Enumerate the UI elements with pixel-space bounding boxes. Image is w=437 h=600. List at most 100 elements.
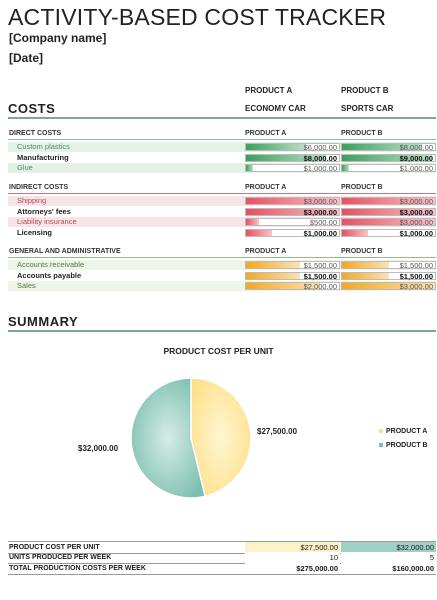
row-label[interactable]: Manufacturing: [17, 152, 69, 162]
company-name[interactable]: [Company name]: [9, 31, 107, 45]
databar: [246, 144, 306, 150]
summary-value-product-b[interactable]: 5: [341, 552, 436, 563]
cost-value: $500.00: [309, 218, 337, 227]
date-field[interactable]: [Date]: [9, 51, 44, 65]
summary-value-product-b[interactable]: $160,000.00: [341, 563, 436, 574]
section-col-product-a: PRODUCT A: [245, 130, 287, 137]
cost-value: $9,000.00: [399, 153, 433, 163]
pie-chart: [130, 377, 252, 499]
summary-row: TOTAL PRODUCTION COSTS PER WEEK $275,000.…: [8, 563, 436, 575]
summary-value-product-a[interactable]: 10: [245, 552, 340, 563]
page-title: ACTIVITY-BASED COST TRACKER: [8, 4, 387, 30]
cost-value: $3,000.00: [399, 218, 433, 227]
cost-cell-product-b[interactable]: $1,000.00: [341, 228, 436, 238]
databar: [342, 154, 433, 161]
cost-cell-product-b[interactable]: $3,000.00: [341, 282, 436, 291]
cost-cell-product-b[interactable]: $1,500.00: [341, 271, 436, 281]
section-col-product-b: PRODUCT B: [341, 248, 383, 255]
row-label[interactable]: Glue: [17, 163, 33, 172]
summary-value-product-a[interactable]: $27,500.00: [245, 542, 340, 553]
cost-cell-product-a[interactable]: $3,000.00: [245, 207, 340, 217]
databar: [246, 165, 254, 171]
cost-value: $1,000.00: [399, 164, 433, 173]
chart-title: PRODUCT COST PER UNIT: [163, 346, 274, 356]
summary-heading: SUMMARY: [8, 314, 79, 329]
cost-value: $3,000.00: [303, 197, 337, 206]
table-row: Accounts payable $1,500.00 $1,500.00: [8, 270, 436, 281]
table-row: Sales $2,000.00 $3,000.00: [8, 281, 436, 291]
cost-value: $1,000.00: [303, 228, 337, 238]
summary-value-product-a[interactable]: $275,000.00: [245, 563, 340, 574]
product-a-name[interactable]: ECONOMY CAR: [245, 104, 306, 113]
summary-row: UNITS PRODUCED PER WEEK 10 5: [8, 552, 436, 564]
databar: [246, 229, 273, 236]
row-label[interactable]: Accounts payable: [17, 270, 82, 280]
section-divider: [8, 257, 436, 258]
section-title: INDIRECT COSTS: [9, 184, 69, 191]
legend-item-product-b: PRODUCT B: [379, 442, 428, 449]
cost-value: $6,000.00: [303, 143, 337, 152]
section-title: GENERAL AND ADMINISTRATIVE: [9, 248, 121, 255]
product-b-name[interactable]: SPORTS CAR: [341, 104, 394, 113]
row-label[interactable]: Licensing: [17, 227, 53, 237]
cost-value: $1,500.00: [399, 261, 433, 270]
row-label[interactable]: Liability insurance: [17, 217, 77, 226]
cost-value: $8,000.00: [303, 153, 337, 163]
cost-cell-product-a[interactable]: $1,000.00: [245, 228, 340, 238]
row-label[interactable]: Accounts receivable: [17, 260, 85, 269]
cost-cell-product-b[interactable]: $9,000.00: [341, 153, 436, 163]
table-row: Shipping $3,000.00 $3,000.00: [8, 196, 436, 206]
summary-label: PRODUCT COST PER UNIT: [9, 544, 100, 551]
cost-cell-product-b[interactable]: $3,000.00: [341, 207, 436, 217]
cost-cell-product-a[interactable]: $1,500.00: [245, 261, 340, 270]
table-row: Custom plastics $6,000.00 $8,000.00: [8, 142, 436, 152]
costs-heading: COSTS: [8, 101, 56, 116]
summary-value-product-b[interactable]: $32,000.00: [341, 542, 436, 553]
cost-value: $3,000.00: [399, 207, 433, 217]
databar: [246, 262, 300, 268]
cost-value: $1,500.00: [399, 271, 433, 281]
table-row: Glue $1,000.00 $1,000.00: [8, 163, 436, 173]
databar: [246, 154, 326, 161]
cost-cell-product-a[interactable]: $8,000.00: [245, 153, 340, 163]
databar: [342, 219, 435, 225]
cost-cell-product-b[interactable]: $3,000.00: [341, 197, 436, 206]
summary-divider: [8, 330, 436, 332]
row-label[interactable]: Custom plastics: [17, 142, 70, 151]
section-title: DIRECT COSTS: [9, 130, 62, 137]
costs-divider: [8, 117, 436, 119]
summary-label: TOTAL PRODUCTION COSTS PER WEEK: [9, 565, 146, 572]
section-divider: [8, 139, 436, 140]
pie-label-product-a: $27,500.00: [257, 427, 298, 436]
databar: [342, 272, 389, 279]
databar: [246, 208, 339, 215]
row-label[interactable]: Sales: [17, 281, 36, 290]
row-label[interactable]: Attorneys' fees: [17, 206, 71, 216]
databar: [342, 229, 369, 236]
cost-cell-product-a[interactable]: $2,000.00: [245, 282, 340, 291]
row-label[interactable]: Shipping: [17, 196, 47, 205]
cost-cell-product-b[interactable]: $1,000.00: [341, 164, 436, 173]
cost-cell-product-b[interactable]: $1,500.00: [341, 261, 436, 270]
table-row: Accounts receivable $1,500.00 $1,500.00: [8, 260, 436, 270]
cost-cell-product-a[interactable]: $6,000.00: [245, 143, 340, 152]
legend-label-b: PRODUCT B: [386, 442, 428, 449]
product-a-header: PRODUCT A: [245, 86, 293, 95]
cost-cell-product-a[interactable]: $3,000.00: [245, 197, 340, 206]
cost-cell-product-a[interactable]: $500.00: [245, 218, 340, 227]
cost-cell-product-a[interactable]: $1,500.00: [245, 271, 340, 281]
databar: [342, 198, 435, 204]
legend-label-a: PRODUCT A: [386, 428, 428, 435]
product-b-header: PRODUCT B: [341, 86, 389, 95]
cost-cell-product-b[interactable]: $3,000.00: [341, 218, 436, 227]
cost-value: $1,500.00: [303, 271, 337, 281]
pie-slice-product-b: [130, 377, 207, 499]
cost-cell-product-a[interactable]: $1,000.00: [245, 164, 340, 173]
table-row: Licensing $1,000.00 $1,000.00: [8, 227, 436, 238]
table-row: Attorneys' fees $3,000.00 $3,000.00: [8, 206, 436, 217]
cost-cell-product-b[interactable]: $8,000.00: [341, 143, 436, 152]
databar: [342, 144, 422, 150]
cost-value: $1,500.00: [303, 261, 337, 270]
pie-slice-product-a: [190, 377, 252, 498]
databar: [342, 208, 435, 215]
